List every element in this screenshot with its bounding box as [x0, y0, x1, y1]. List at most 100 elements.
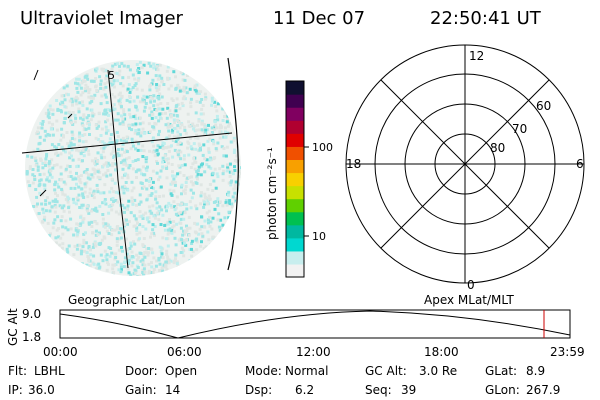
image-pixel: [110, 208, 114, 212]
image-pixel: [142, 109, 146, 113]
image-speckle: [25, 60, 241, 276]
image-pixel: [112, 85, 116, 89]
image-pixel: [140, 66, 144, 70]
image-pixel: [176, 153, 180, 157]
gain-label: Gain:: [125, 383, 157, 397]
dsp-value: 6.2: [295, 383, 314, 397]
image-pixel: [182, 85, 186, 89]
image-pixel: [176, 130, 180, 134]
polar-grid: 60 70 80 12 18 6 0: [345, 44, 585, 292]
image-pixel: [213, 167, 217, 171]
image-pixel: [109, 109, 113, 113]
image-pixel: [139, 181, 143, 185]
image-pixel: [64, 167, 68, 171]
image-pixel: [178, 126, 182, 130]
image-pixel: [188, 226, 192, 230]
image-pixel: [28, 165, 32, 169]
image-pixel: [137, 77, 141, 81]
image-pixel: [141, 263, 145, 267]
image-pixel: [187, 120, 191, 124]
image-pixel: [85, 168, 89, 171]
image-pixel: [119, 265, 123, 269]
image-pixel: [44, 209, 48, 213]
image-pixel: [134, 82, 138, 86]
image-pixel: [100, 127, 104, 131]
image-pixel: [68, 115, 72, 119]
image-pixel: [176, 83, 180, 87]
image-pixel: [39, 122, 43, 125]
image-pixel: [73, 137, 77, 141]
image-pixel: [84, 139, 88, 143]
image-pixel: [81, 203, 85, 207]
image-pixel: [77, 77, 81, 81]
image-pixel: [92, 196, 96, 200]
image-pixel: [126, 64, 130, 68]
image-pixel: [112, 263, 116, 267]
image-pixel: [178, 89, 182, 93]
image-pixel: [122, 162, 126, 166]
image-pixel: [50, 158, 54, 162]
image-pixel: [194, 181, 198, 185]
image-pixel: [168, 188, 172, 192]
image-pixel: [125, 207, 129, 211]
image-pixel: [154, 74, 158, 78]
image-pixel: [209, 156, 213, 160]
image-pixel: [131, 86, 135, 90]
image-pixel: [60, 145, 64, 149]
image-pixel: [182, 95, 186, 99]
image-pixel: [87, 114, 91, 118]
image-pixel: [78, 83, 82, 87]
image-pixel: [203, 202, 207, 206]
image-pixel: [99, 253, 103, 257]
image-pixel: [70, 121, 74, 125]
image-pixel: [177, 149, 181, 153]
image-pixel: [164, 237, 168, 241]
image-pixel: [116, 260, 120, 264]
image-pixel: [123, 186, 127, 190]
image-pixel: [180, 183, 184, 187]
image-pixel: [215, 114, 219, 118]
image-pixel: [80, 81, 84, 85]
image-pixel: [128, 126, 131, 130]
image-pixel: [197, 165, 201, 169]
image-pixel: [176, 172, 180, 176]
image-pixel: [76, 230, 80, 234]
image-pixel: [121, 120, 125, 124]
image-pixel: [139, 259, 143, 263]
image-pixel: [221, 164, 225, 168]
image-pixel: [143, 105, 147, 109]
image-pixel: [58, 204, 62, 208]
image-pixel: [125, 247, 129, 251]
image-pixel: [48, 160, 51, 164]
image-pixel: [82, 217, 86, 221]
image-pixel: [142, 213, 145, 217]
image-pixel: [75, 171, 78, 175]
image-pixel: [164, 260, 168, 264]
image-pixel: [97, 111, 101, 115]
image-pixel: [164, 158, 168, 162]
image-pixel: [125, 163, 129, 167]
image-pixel: [215, 109, 219, 113]
image-pixel: [114, 210, 118, 214]
image-pixel: [139, 200, 143, 204]
image-pixel: [191, 162, 195, 166]
image-pixel: [59, 152, 63, 156]
image-pixel: [183, 128, 187, 132]
image-pixel: [170, 193, 174, 197]
image-pixel: [233, 184, 237, 188]
image-pixel: [53, 200, 57, 204]
image-pixel: [174, 107, 178, 111]
image-pixel: [113, 95, 117, 99]
image-pixel: [121, 122, 125, 126]
image-pixel: [131, 167, 135, 171]
image-pixel: [141, 155, 145, 158]
image-pixel: [160, 76, 164, 80]
image-pixel: [147, 271, 151, 275]
image-pixel: [75, 196, 79, 200]
image-pixel: [134, 104, 138, 108]
image-pixel: [88, 264, 92, 268]
image-pixel: [201, 112, 205, 116]
image-pixel: [152, 267, 156, 271]
image-pixel: [210, 103, 213, 107]
image-pixel: [33, 156, 37, 160]
